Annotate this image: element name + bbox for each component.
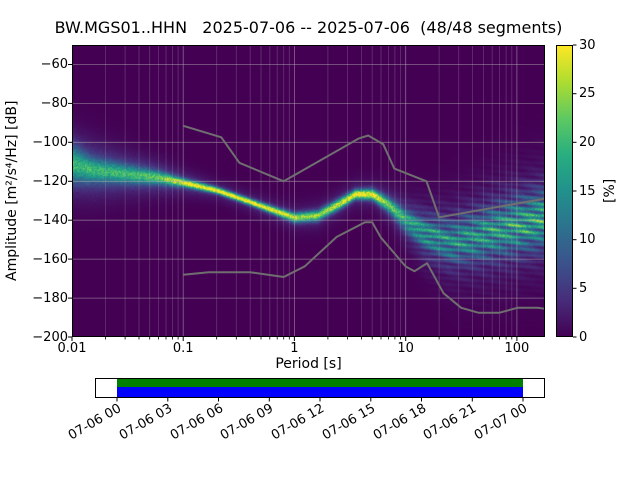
psd-heatmap	[72, 45, 545, 337]
x-tick-label: 0.01	[57, 341, 87, 356]
y-axis-label: Amplitude [m²/s⁴/Hz] [dB]	[4, 100, 20, 282]
colorbar-tick-label: 0	[579, 329, 588, 345]
colorbar-tick-label: 15	[579, 183, 596, 199]
x-axis-label: Period [s]	[275, 356, 342, 372]
plot-title: BW.MGS01..HHN 2025-07-06 -- 2025-07-06 (…	[54, 18, 563, 37]
y-tick-label: −200	[32, 329, 68, 345]
colorbar-tick-label: 20	[579, 134, 596, 150]
x-tick-label: 100	[504, 341, 530, 356]
x-tick-label: 1	[290, 341, 299, 356]
colorbar-tick-label: 25	[579, 86, 596, 102]
y-tick-label: −60	[40, 56, 68, 72]
x-tick-label: 10	[397, 341, 414, 356]
y-tick-label: −140	[32, 212, 68, 228]
y-tick-label: −80	[40, 95, 68, 111]
colorbar-tick-label: 10	[579, 232, 596, 248]
colorbar-tick-label: 30	[579, 37, 596, 53]
colorbar-tick-label: 5	[579, 280, 588, 296]
y-tick-label: −100	[32, 134, 68, 150]
colorbar	[556, 45, 573, 337]
x-tick-label: 0.1	[172, 341, 194, 356]
y-tick-label: −180	[32, 290, 68, 306]
timeline-trace-coverage	[117, 387, 523, 397]
timeline-used-segments	[117, 379, 523, 387]
y-tick-label: −160	[32, 251, 68, 267]
y-tick-label: −120	[32, 173, 68, 189]
